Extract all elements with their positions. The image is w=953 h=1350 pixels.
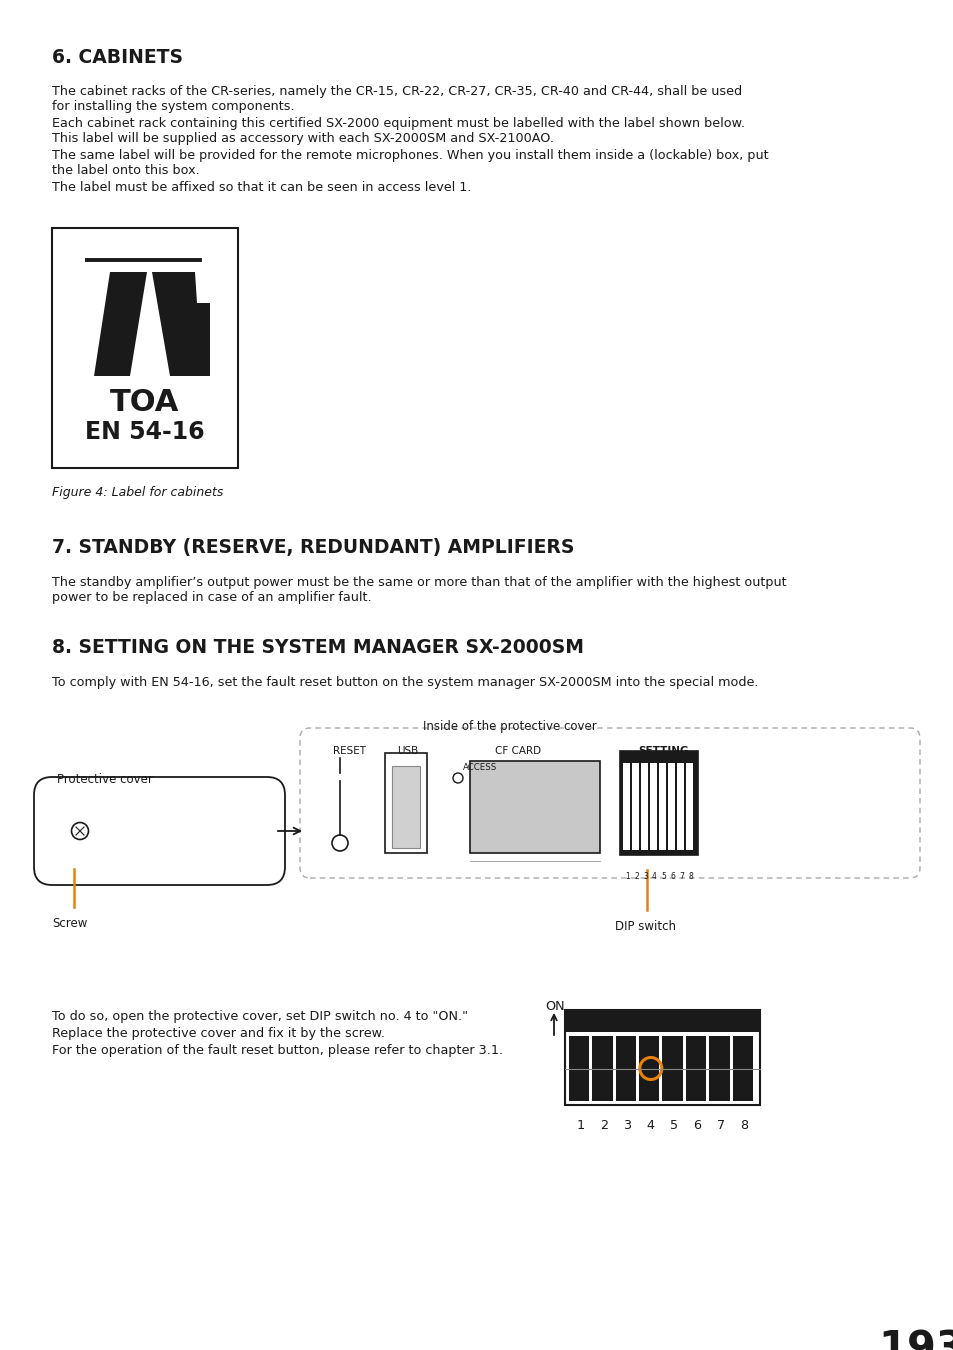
Circle shape <box>332 836 348 850</box>
Polygon shape <box>84 271 147 377</box>
Bar <box>685 1035 705 1102</box>
FancyBboxPatch shape <box>619 751 698 855</box>
Text: 7: 7 <box>716 1119 724 1133</box>
FancyBboxPatch shape <box>470 761 599 853</box>
FancyBboxPatch shape <box>34 778 285 886</box>
Bar <box>732 1035 752 1102</box>
Text: 1: 1 <box>624 872 629 882</box>
Text: 2: 2 <box>634 872 639 882</box>
Bar <box>640 763 648 850</box>
Text: 4: 4 <box>652 872 657 882</box>
Bar <box>661 1035 682 1102</box>
Bar <box>615 1035 636 1102</box>
Circle shape <box>453 774 462 783</box>
Text: TOA: TOA <box>111 387 179 417</box>
Text: ON: ON <box>621 751 635 760</box>
Bar <box>667 763 675 850</box>
Circle shape <box>71 822 89 840</box>
Bar <box>659 763 666 850</box>
Bar <box>564 1010 760 1031</box>
Text: Inside of the protective cover: Inside of the protective cover <box>423 720 597 733</box>
Bar <box>564 1010 760 1106</box>
Text: 3: 3 <box>642 872 647 882</box>
Text: 4: 4 <box>646 1119 654 1133</box>
Bar <box>639 1035 659 1102</box>
Bar <box>708 1035 729 1102</box>
Bar <box>52 228 237 468</box>
Text: 1: 1 <box>576 1119 584 1133</box>
Text: USB: USB <box>396 747 417 756</box>
Text: The label must be affixed so that it can be seen in access level 1.: The label must be affixed so that it can… <box>52 181 471 194</box>
Text: power to be replaced in case of an amplifier fault.: power to be replaced in case of an ampli… <box>52 591 372 603</box>
Text: Screw: Screw <box>52 917 88 930</box>
Text: 2: 2 <box>599 1119 607 1133</box>
Text: Protective cover: Protective cover <box>57 774 152 786</box>
Polygon shape <box>84 271 110 377</box>
Text: the label onto this box.: the label onto this box. <box>52 163 199 177</box>
Text: ACCESS: ACCESS <box>462 763 497 772</box>
Text: 5: 5 <box>669 1119 678 1133</box>
Text: 8: 8 <box>687 872 692 882</box>
Text: CF CARD: CF CARD <box>495 747 540 756</box>
Polygon shape <box>152 271 210 377</box>
Bar <box>622 763 630 850</box>
Text: The standby amplifier’s output power must be the same or more than that of the a: The standby amplifier’s output power mus… <box>52 576 786 589</box>
Bar <box>649 763 657 850</box>
FancyBboxPatch shape <box>392 765 419 848</box>
Text: Replace the protective cover and fix it by the screw.: Replace the protective cover and fix it … <box>52 1027 385 1040</box>
Polygon shape <box>194 271 210 302</box>
Text: EN 54-16: EN 54-16 <box>85 420 205 444</box>
FancyBboxPatch shape <box>299 728 919 878</box>
Text: 5: 5 <box>660 872 665 882</box>
Text: 8. SETTING ON THE SYSTEM MANAGER SX-2000SM: 8. SETTING ON THE SYSTEM MANAGER SX-2000… <box>52 639 583 657</box>
Text: 7. STANDBY (RESERVE, REDUNDANT) AMPLIFIERS: 7. STANDBY (RESERVE, REDUNDANT) AMPLIFIE… <box>52 539 574 558</box>
Text: Each cabinet rack containing this certified SX-2000 equipment must be labelled w: Each cabinet rack containing this certif… <box>52 117 744 130</box>
Text: 8: 8 <box>740 1119 747 1133</box>
Text: SETTING: SETTING <box>638 747 688 756</box>
Bar <box>631 763 639 850</box>
Text: ON: ON <box>544 1000 564 1012</box>
Text: 7: 7 <box>679 872 683 882</box>
Text: The same label will be provided for the remote microphones. When you install the: The same label will be provided for the … <box>52 148 768 162</box>
Bar <box>592 1035 612 1102</box>
Text: 6: 6 <box>693 1119 700 1133</box>
Text: 6: 6 <box>669 872 674 882</box>
Bar <box>685 763 693 850</box>
Text: To comply with EN 54-16, set the fault reset button on the system manager SX-200: To comply with EN 54-16, set the fault r… <box>52 676 758 688</box>
Bar <box>568 1035 589 1102</box>
Text: The cabinet racks of the CR-series, namely the CR-15, CR-22, CR-27, CR-35, CR-40: The cabinet racks of the CR-series, name… <box>52 85 741 99</box>
Text: Figure 4: Label for cabinets: Figure 4: Label for cabinets <box>52 486 223 500</box>
Bar <box>677 763 684 850</box>
Text: DIP switch: DIP switch <box>615 919 676 933</box>
Text: RESET: RESET <box>333 747 366 756</box>
Text: This label will be supplied as accessory with each SX-2000SM and SX-2100AO.: This label will be supplied as accessory… <box>52 132 554 144</box>
Text: for installing the system components.: for installing the system components. <box>52 100 294 113</box>
Text: For the operation of the fault reset button, please refer to chapter 3.1.: For the operation of the fault reset but… <box>52 1044 502 1057</box>
Text: 193: 193 <box>877 1328 953 1350</box>
Text: 6. CABINETS: 6. CABINETS <box>52 49 183 68</box>
Text: To do so, open the protective cover, set DIP switch no. 4 to "ON.": To do so, open the protective cover, set… <box>52 1010 468 1023</box>
Text: 3: 3 <box>622 1119 631 1133</box>
FancyBboxPatch shape <box>385 753 427 853</box>
